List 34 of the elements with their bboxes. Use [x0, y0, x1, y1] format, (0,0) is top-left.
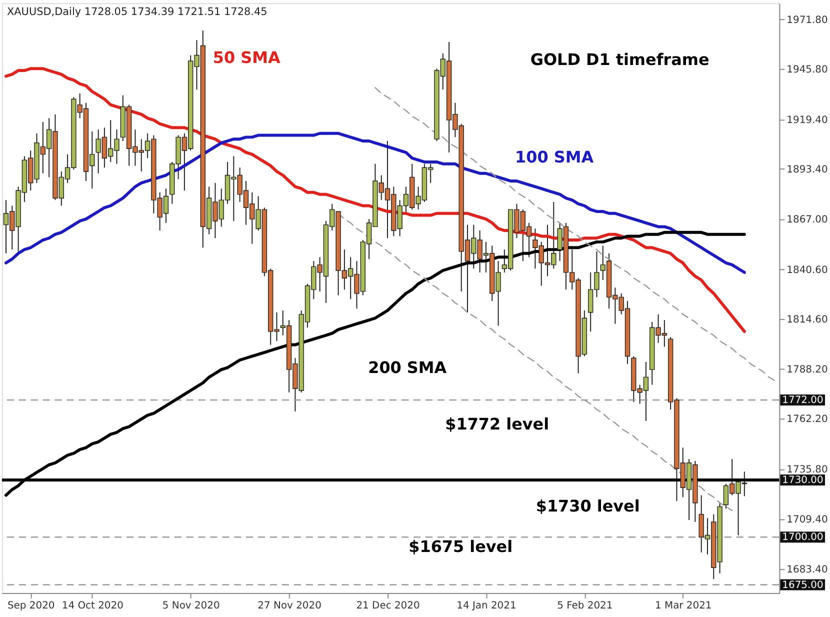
x-tick-label: 27 Nov 2020	[258, 600, 322, 612]
line-series	[4, 132, 746, 274]
y-tick-label: 1893.40	[786, 164, 828, 176]
ref-line-label: 1675.00	[782, 580, 824, 591]
annotation: 100 SMA	[515, 148, 594, 167]
y-tick-label: 1762.20	[786, 414, 828, 426]
annotation: $1730 level	[536, 496, 640, 516]
x-tick-label: 5 Nov 2020	[162, 600, 220, 612]
y-tick-label: 1814.60	[786, 314, 828, 326]
annotation: $1675 level	[408, 537, 513, 556]
y-tick-label: 1683.40	[786, 564, 828, 576]
x-tick-label: 14 Jan 2021	[456, 600, 516, 612]
ref-line-label: 1772.00	[782, 395, 824, 406]
x-tick-label: Sep 2020	[7, 600, 55, 612]
annotation: $1772 level	[445, 414, 550, 434]
chart-title: XAUUSD,Daily 1728.05 1734.39 1721.51 1728.45	[6, 6, 268, 18]
y-tick-label: 1709.40	[786, 514, 828, 526]
y-tick-label: 1840.60	[786, 264, 828, 276]
ref-line-label: 1730.00	[782, 475, 824, 486]
y-tick-label: 1971.80	[786, 14, 828, 26]
y-tick-label: 1919.40	[786, 114, 828, 126]
x-tick-label: 21 Dec 2020	[356, 600, 420, 612]
y-tick-label: 1788.20	[786, 364, 828, 376]
y-tick-label: 1867.00	[786, 214, 828, 226]
text: GOLD D1 timeframe	[530, 50, 710, 69]
line-series	[4, 67, 746, 333]
annotation: 200 SMA	[368, 358, 448, 377]
x-tick-label: 5 Feb 2021	[557, 600, 613, 612]
ref-line-label: 1700.00	[782, 532, 824, 544]
annotation: 50 SMA	[212, 48, 281, 67]
x-tick-label: 1 Mar 2021	[654, 600, 712, 612]
y-tick-label: 1945.80	[786, 64, 828, 76]
y-tick-label: 1735.80	[786, 464, 828, 476]
x-tick-label: 14 Oct 2020	[62, 600, 124, 612]
